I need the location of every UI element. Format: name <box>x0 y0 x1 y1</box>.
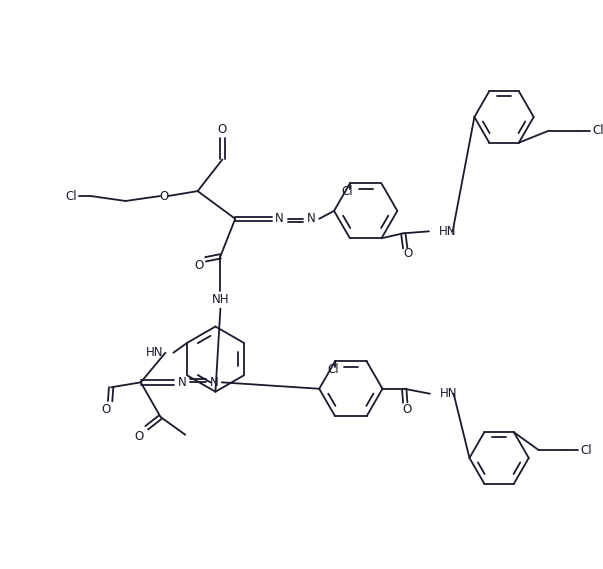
Text: HN: HN <box>146 346 163 359</box>
Text: O: O <box>403 246 413 259</box>
Text: O: O <box>194 259 203 272</box>
Text: Cl: Cl <box>592 124 603 137</box>
Text: HN: HN <box>440 387 457 400</box>
Text: N: N <box>276 212 284 225</box>
Text: Cl: Cl <box>341 185 353 198</box>
Text: N: N <box>178 376 187 389</box>
Text: Cl: Cl <box>327 363 339 376</box>
Text: Cl: Cl <box>580 444 592 456</box>
Text: HN: HN <box>439 225 456 238</box>
Text: O: O <box>403 403 412 416</box>
Text: O: O <box>159 189 169 203</box>
Text: N: N <box>209 376 218 389</box>
Text: O: O <box>218 123 227 137</box>
Text: Cl: Cl <box>66 189 77 203</box>
Text: NH: NH <box>212 293 229 306</box>
Text: O: O <box>101 402 111 415</box>
Text: O: O <box>134 430 144 443</box>
Text: N: N <box>307 212 316 225</box>
